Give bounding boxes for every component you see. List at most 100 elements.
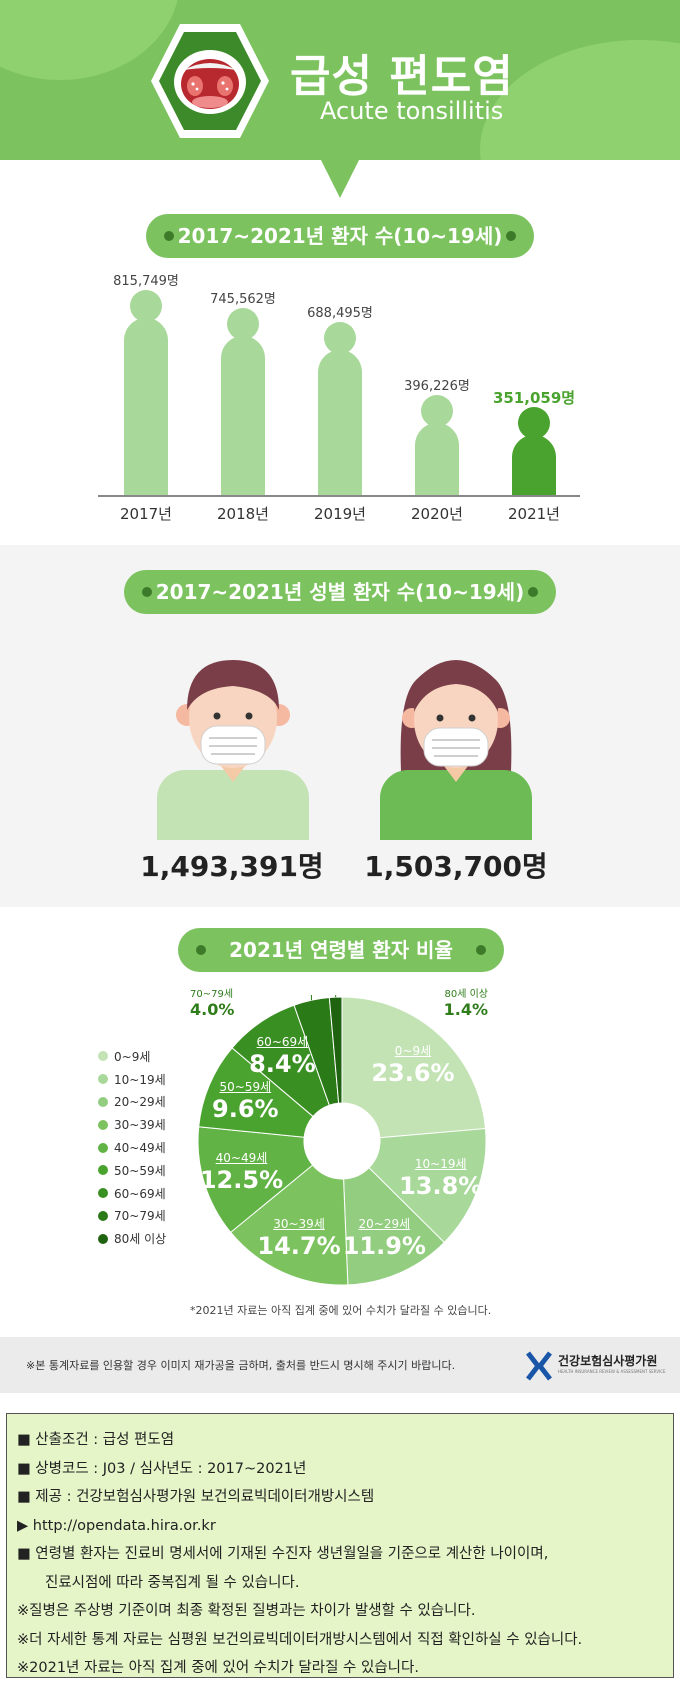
legend-item: 40~49세 bbox=[98, 1136, 166, 1159]
age-section-title: 2021년 연령별 환자 비율 bbox=[178, 928, 504, 972]
legend-item: 70~79세 bbox=[98, 1205, 166, 1228]
yearly-section-title: 2017~2021년 환자 수(10~19세) bbox=[146, 214, 534, 258]
bar-4 bbox=[512, 435, 556, 495]
bar-2 bbox=[318, 350, 362, 495]
donut-label-pct: 12.5% bbox=[199, 1166, 284, 1195]
bar-head-2 bbox=[324, 322, 356, 354]
donut-hole bbox=[304, 1103, 380, 1179]
donut-label-pct: 1.4% bbox=[443, 1000, 488, 1019]
bar-year-label: 2019년 bbox=[314, 505, 366, 523]
legend-swatch bbox=[98, 1096, 108, 1107]
donut-label-name: 20~29세 bbox=[358, 1217, 411, 1232]
donut-label-name: 0~9세 bbox=[394, 1043, 432, 1058]
legend-swatch bbox=[98, 1233, 108, 1244]
donut-slice-4 bbox=[197, 1126, 314, 1234]
info-line: 진료시점에 따라 중복집계 될 수 있습니다. bbox=[45, 1574, 300, 1591]
donut-label-4: 40~49세 12.5% bbox=[197, 1149, 287, 1194]
bar-year-label: 2020년 bbox=[411, 505, 463, 523]
male-patient-count: 1,493,391명 bbox=[140, 850, 324, 883]
info-line: ■ 연령별 환자는 진료비 명세서에 기재된 수진자 생년월일을 기준으로 계산… bbox=[17, 1546, 549, 1562]
page-subtitle: Acute tonsillitis bbox=[320, 97, 504, 125]
donut-label-name: 10~19세 bbox=[414, 1156, 467, 1171]
notice-text: ※본 통계자료를 인용할 경우 이미지 재가공을 금하며, 출처를 반드시 명시… bbox=[26, 1359, 456, 1372]
bar-year-label: 2018년 bbox=[217, 505, 269, 523]
pill-dot bbox=[142, 587, 152, 597]
donut-label-pct: 9.6% bbox=[212, 1095, 279, 1124]
donut-label-pct: 8.4% bbox=[249, 1049, 316, 1078]
donut-label-name: 70~79세 bbox=[190, 989, 234, 1000]
donut-label-name: 30~39세 bbox=[273, 1216, 325, 1231]
legend-label: 10~19세 bbox=[114, 1072, 166, 1087]
chart-baseline bbox=[98, 495, 580, 497]
legend-swatch bbox=[98, 1165, 108, 1176]
org-subtitle: HEALTH INSURANCE REVIEW & ASSESSMENT SER… bbox=[558, 1369, 666, 1374]
bar-0 bbox=[124, 318, 168, 495]
bar-value-label: 815,749명 bbox=[113, 274, 179, 289]
pill-dot bbox=[528, 587, 538, 597]
bar-value-label: 688,495명 bbox=[307, 306, 373, 321]
bar-year-label: 2021년 bbox=[508, 505, 560, 523]
header-pointer bbox=[320, 158, 360, 198]
yearly-title-text: 2017~2021년 환자 수(10~19세) bbox=[177, 224, 503, 248]
yearly-bar-chart: 815,749명 2017년 745,562명 2018년 688,495명 2019년 3… bbox=[0, 245, 680, 545]
bar-3 bbox=[415, 423, 459, 495]
bar-value-label: 351,059명 bbox=[492, 389, 576, 407]
legend-label: 70~79세 bbox=[114, 1209, 166, 1224]
legend-swatch bbox=[98, 1051, 108, 1062]
donut-label-pct: 4.0% bbox=[190, 1000, 235, 1019]
pill-dot bbox=[164, 231, 174, 241]
info-line: ■ 제공 : 건강보험심사평가원 보건의료빅데이터개방시스템 bbox=[17, 1489, 375, 1505]
gender-title-text: 2017~2021년 성별 환자 수(10~19세) bbox=[155, 580, 525, 604]
female-student-icon bbox=[380, 660, 532, 840]
donut-label-pct: 11.9% bbox=[342, 1232, 426, 1261]
donut-label-2: 20~29세 11.9% bbox=[339, 1215, 429, 1260]
legend-label: 40~49세 bbox=[114, 1141, 166, 1156]
donut-label-5: 50~59세 9.6% bbox=[200, 1078, 290, 1123]
legend-swatch bbox=[98, 1119, 108, 1130]
bar-head-3 bbox=[421, 395, 453, 427]
legend-label: 0~9세 bbox=[114, 1049, 151, 1064]
hira-logo-icon bbox=[526, 1351, 552, 1381]
bar-head-1 bbox=[227, 308, 259, 340]
pill-dot bbox=[506, 231, 516, 241]
bar-head-0 bbox=[130, 290, 162, 322]
donut-leader-line bbox=[335, 995, 337, 998]
legend-item: 30~39세 bbox=[98, 1113, 166, 1136]
legend-item: 0~9세 bbox=[98, 1045, 166, 1068]
donut-label-1: 10~19세 13.8% bbox=[396, 1155, 486, 1200]
donut-label-pct: 13.8% bbox=[399, 1171, 483, 1200]
throat-tonsil-icon bbox=[151, 24, 269, 138]
legend-label: 60~69세 bbox=[114, 1186, 166, 1201]
page-title: 급성 편도염 bbox=[290, 51, 514, 102]
legend-item: 60~69세 bbox=[98, 1182, 166, 1205]
age-title-text: 2021년 연령별 환자 비율 bbox=[229, 938, 453, 962]
donut-label-0: 0~9세 23.6% bbox=[368, 1042, 458, 1087]
legend-label: 80세 이상 bbox=[114, 1232, 167, 1247]
info-link[interactable]: ▶ http://opendata.hira.or.kr bbox=[17, 1517, 216, 1534]
age-note: *2021년 자료는 아직 집계 중에 있어 수치가 달라질 수 있습니다. bbox=[190, 1304, 492, 1317]
donut-label-pct: 23.6% bbox=[371, 1058, 455, 1087]
legend-swatch bbox=[98, 1074, 108, 1085]
legend-label: 20~29세 bbox=[114, 1095, 166, 1110]
female-patient-count: 1,503,700명 bbox=[364, 850, 548, 883]
legend-label: 50~59세 bbox=[114, 1163, 166, 1178]
org-name: 건강보험심사평가원 bbox=[558, 1354, 658, 1368]
age-legend: 0~9세 10~19세 20~29세 30~39세 40~49세 50~59세 60~69세… bbox=[98, 1045, 166, 1250]
pill-dot bbox=[476, 945, 486, 955]
pill-dot bbox=[196, 945, 206, 955]
header-banner bbox=[0, 0, 680, 160]
bar-head-4 bbox=[518, 407, 550, 439]
bar-year-label: 2017년 bbox=[120, 505, 172, 523]
donut-label-name: 50~59세 bbox=[219, 1080, 272, 1095]
donut-label-pct: 14.7% bbox=[257, 1231, 341, 1260]
bar-value-label: 745,562명 bbox=[210, 292, 276, 307]
legend-swatch bbox=[98, 1210, 108, 1221]
donut-label-3: 30~39세 14.7% bbox=[254, 1215, 344, 1260]
info-line: ※더 자세한 통계 자료는 심평원 보건의료빅데이터개방시스템에서 직접 확인하… bbox=[17, 1631, 583, 1648]
donut-label-8: 80세 이상 1.4% bbox=[428, 985, 488, 1019]
bar-value-label: 396,226명 bbox=[404, 379, 470, 394]
legend-item: 80세 이상 bbox=[98, 1227, 166, 1250]
donut-label-name: 60~69세 bbox=[256, 1034, 309, 1049]
donut-label-6: 60~69세 8.4% bbox=[237, 1033, 327, 1078]
